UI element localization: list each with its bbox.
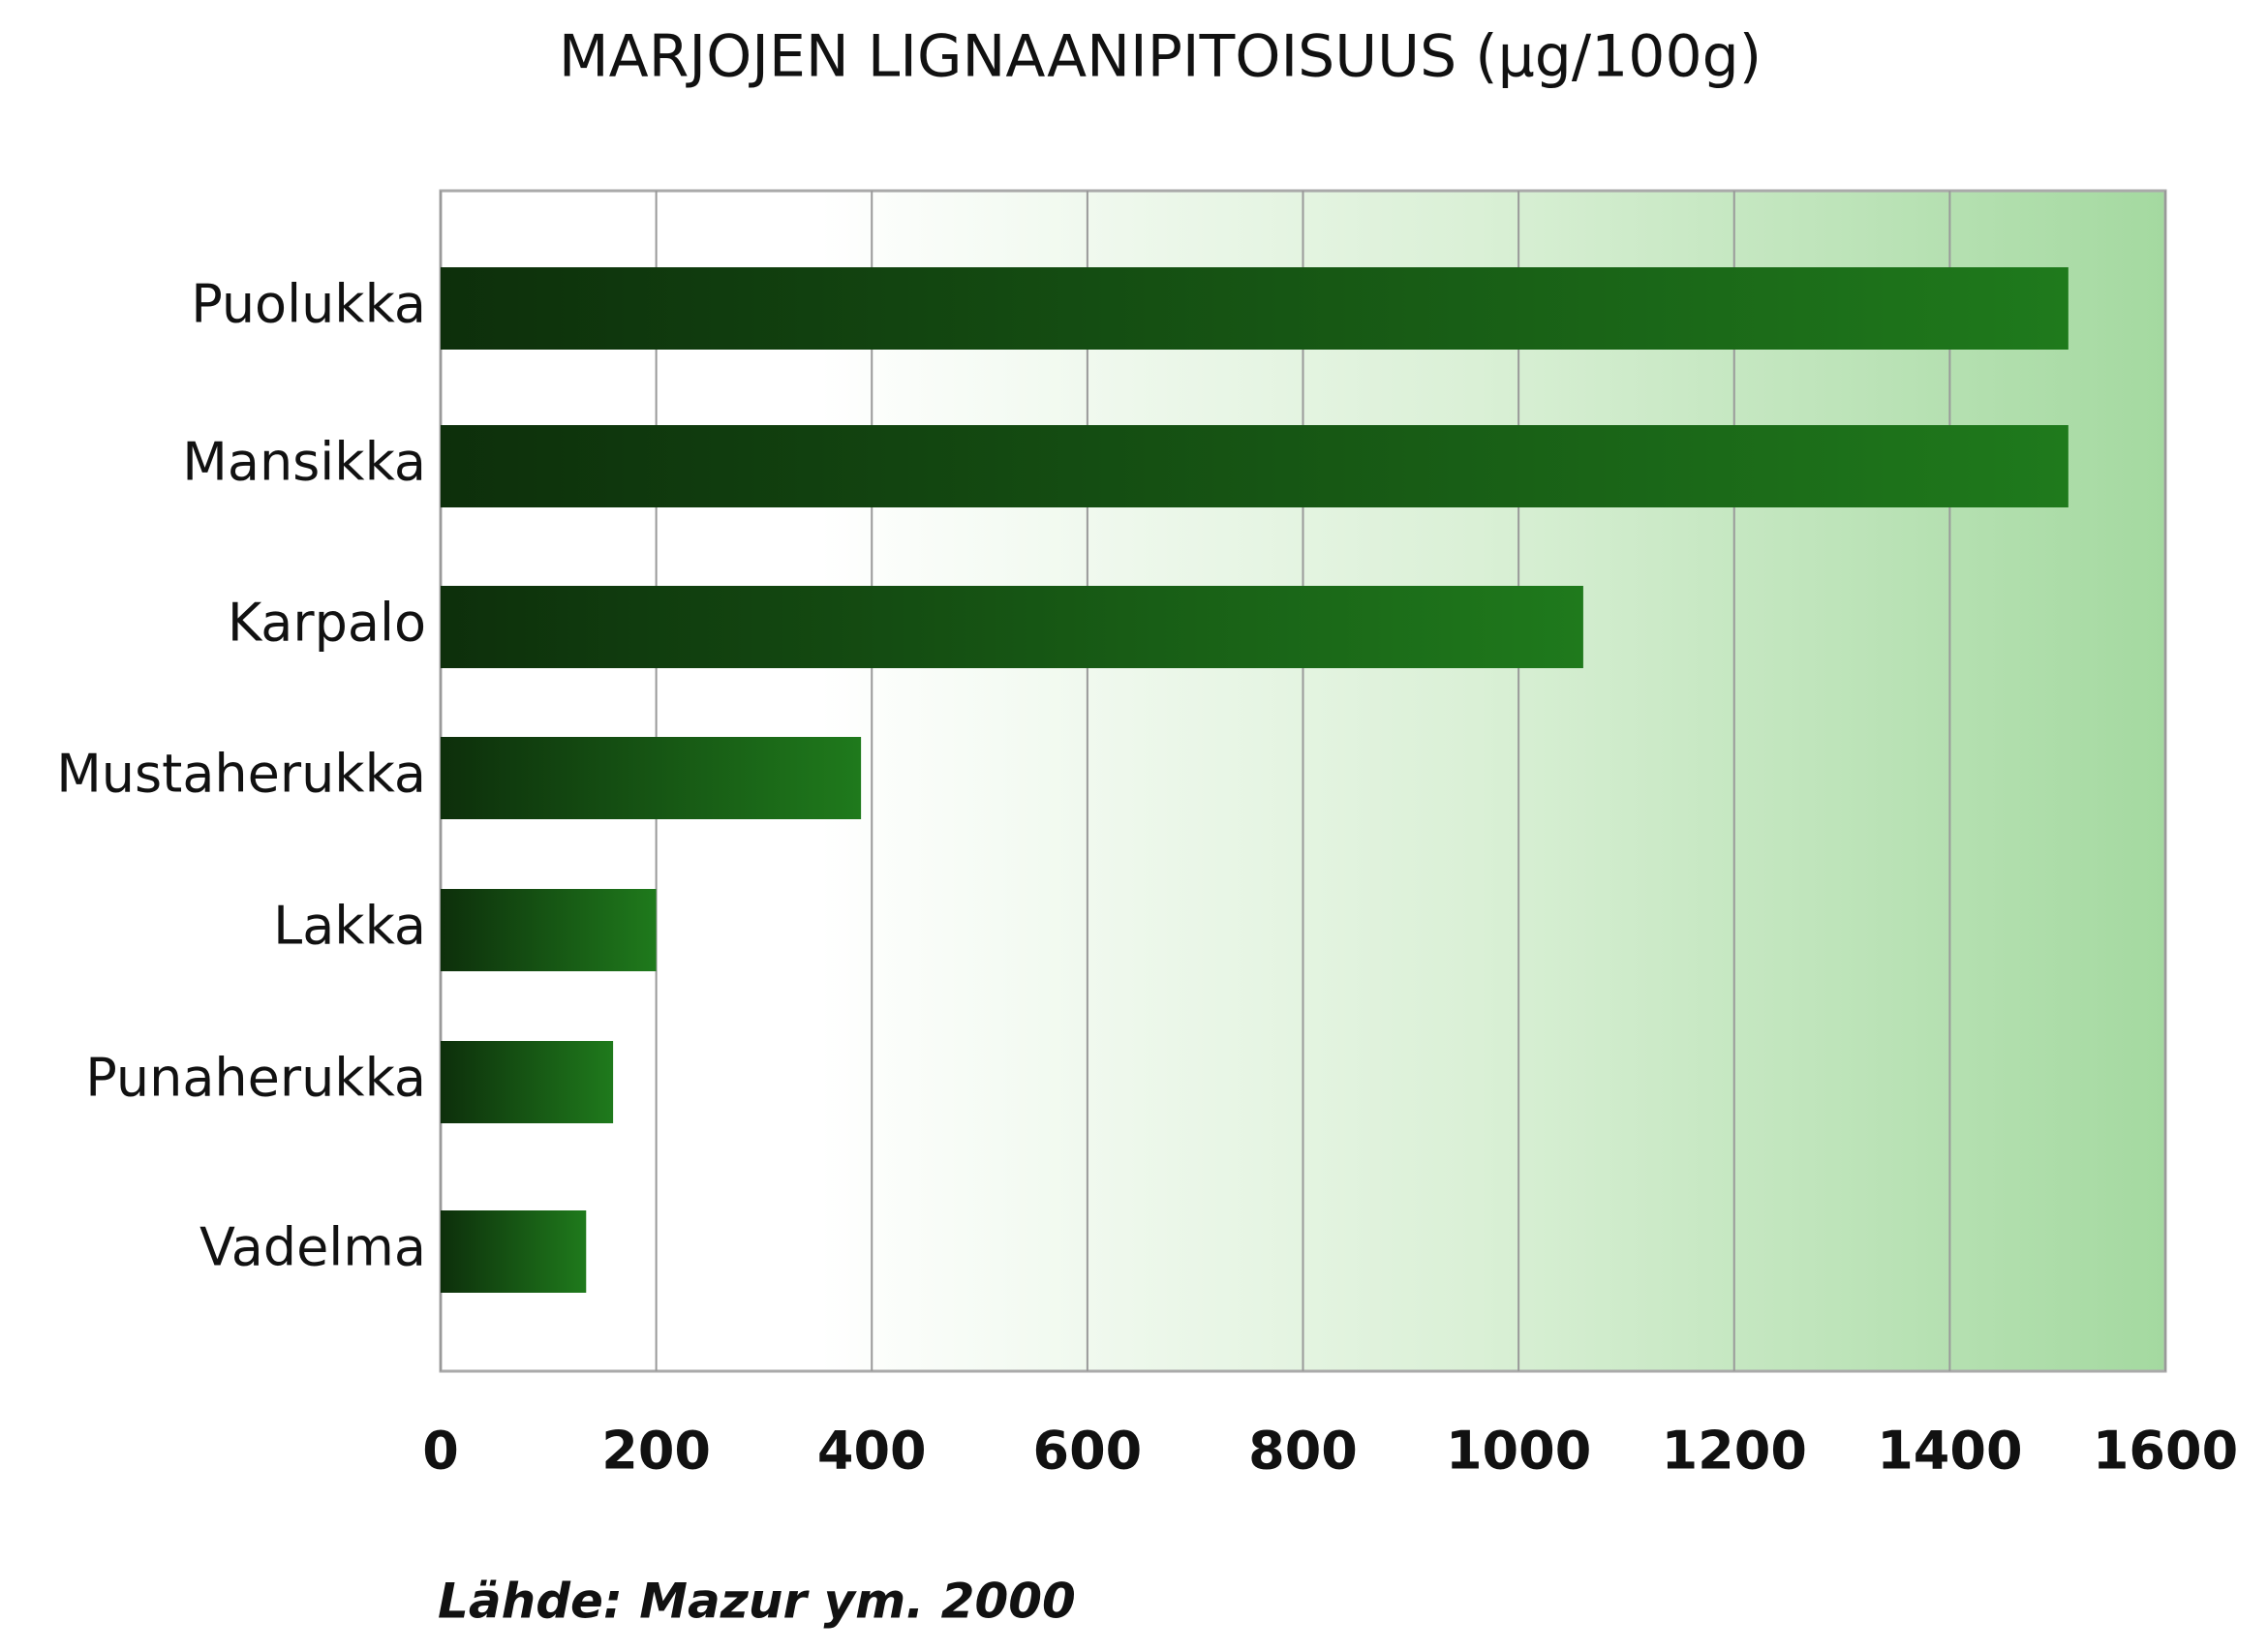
x-tick-label: 1400 xyxy=(1877,1421,2022,1482)
y-tick-label: Mustaherukka xyxy=(56,744,426,805)
x-tick-label: 600 xyxy=(1033,1421,1143,1482)
y-tick-label: Lakka xyxy=(273,896,426,957)
chart-title: MARJOJEN LIGNAANIPITOISUUS (µg/100g) xyxy=(559,23,1762,91)
x-tick-label: 1000 xyxy=(1446,1421,1591,1482)
y-tick-label: Vadelma xyxy=(199,1217,426,1278)
x-tick-label: 800 xyxy=(1248,1421,1358,1482)
x-tick-label: 400 xyxy=(817,1421,927,1482)
bar xyxy=(441,1210,587,1293)
bar xyxy=(441,425,2069,507)
bar xyxy=(441,737,862,819)
y-tick-label: Mansikka xyxy=(182,432,426,493)
y-tick-label: Puolukka xyxy=(191,274,426,335)
bar xyxy=(441,586,1583,668)
x-tick-label: 1200 xyxy=(1662,1421,1807,1482)
bar xyxy=(441,889,657,971)
source-note: Lähde: Mazur ym. 2000 xyxy=(438,1574,1076,1630)
x-tick-label: 200 xyxy=(601,1421,711,1482)
x-tick-label: 0 xyxy=(422,1421,459,1482)
bar xyxy=(441,1041,614,1123)
x-tick-label: 1600 xyxy=(2093,1421,2238,1482)
y-tick-label: Punaherukka xyxy=(85,1048,426,1109)
y-tick-label: Karpalo xyxy=(228,593,426,654)
bar xyxy=(441,267,2069,350)
